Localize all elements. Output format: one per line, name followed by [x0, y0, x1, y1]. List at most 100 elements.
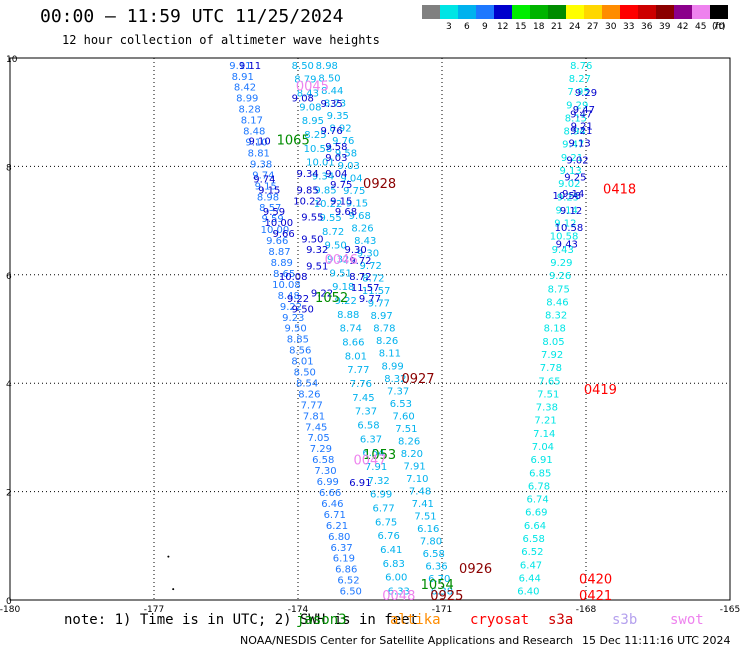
- track-value-label: 9.12: [554, 219, 576, 230]
- track-value-label: 6.85: [529, 468, 551, 479]
- colorbar-swatch: [674, 5, 692, 19]
- track-value-label: 6.58: [523, 534, 545, 545]
- pass-time-label: 1054: [421, 578, 454, 593]
- track-value-label: 8.76: [570, 61, 592, 72]
- colorbar-swatch: [566, 5, 584, 19]
- track-value-label: 6.47: [520, 560, 542, 571]
- colorbar-label: 15: [515, 22, 527, 32]
- track-value-label: 8.79: [294, 75, 316, 86]
- data-point-label: 9.32: [306, 245, 328, 256]
- data-point-label: 11.57: [351, 283, 380, 294]
- track-value-label: 9.21: [561, 153, 583, 164]
- data-point-label: 9.75: [330, 180, 352, 191]
- track-value-label: 9.26: [549, 271, 571, 282]
- track-value-label: 9.25: [557, 192, 579, 203]
- track-value-label: 7.04: [532, 442, 554, 453]
- pass-time-label: 1065: [277, 134, 310, 149]
- colorbar-label: 70: [713, 22, 725, 32]
- track-value-label: 7.30: [314, 466, 336, 477]
- data-dot: [167, 555, 170, 558]
- data-point-label: 9.72: [349, 256, 371, 267]
- track-value-label: 7.51: [395, 424, 417, 435]
- colorbar-label: 36: [641, 22, 653, 32]
- track-value-label: 9.35: [327, 111, 349, 122]
- colorbar-label: 3: [446, 22, 452, 32]
- track-value-label: 8.15: [565, 113, 587, 124]
- track-value-label: 6.91: [530, 455, 552, 466]
- track-value-label: 8.99: [381, 361, 403, 372]
- data-point-label: 9.15: [258, 186, 280, 197]
- track-value-label: 7.91: [365, 462, 387, 473]
- track-value-label: 8.87: [268, 247, 290, 258]
- track-value-label: 7.95: [567, 87, 589, 98]
- track-value-label: 7.65: [538, 376, 560, 387]
- track-value-label: 8.89: [271, 258, 293, 269]
- track-value-label: 9.59: [261, 214, 283, 225]
- x-tick-label: -180: [0, 605, 20, 615]
- pass-time-label: 0045: [296, 80, 329, 95]
- track-value-label: 8.73: [324, 98, 346, 109]
- colorbar-swatch: [710, 5, 728, 19]
- track-value-label: 6.52: [521, 547, 543, 558]
- track-value-label: 8.97: [371, 311, 393, 322]
- track-value-label: 7.92: [541, 350, 563, 361]
- colorbar-swatch: [440, 5, 458, 19]
- track-value-label: 9.14: [556, 205, 578, 216]
- pass-time-label: 0925: [430, 589, 463, 604]
- data-point-label: 10.58: [552, 191, 581, 202]
- track-value-label: 6.80: [328, 532, 350, 543]
- track-value-label: 6.76: [378, 531, 400, 542]
- data-point-label: 9.03: [325, 153, 347, 164]
- colorbar-label: 42: [677, 22, 689, 32]
- track-value-label: 9.04: [340, 173, 362, 184]
- track-value-label: 9.25: [564, 172, 586, 183]
- track-value-label: 8.32: [545, 311, 567, 322]
- track-value-label: 8.91: [232, 72, 254, 83]
- track-value-label: 9.02: [566, 155, 588, 166]
- track-value-label: 8.42: [234, 83, 256, 94]
- mission-cryosat: cryosat: [470, 612, 530, 628]
- track-value-label: 9.51: [330, 268, 352, 279]
- track-value-label: 9.03: [338, 161, 360, 172]
- track-value-label: 9.43: [552, 245, 574, 256]
- track-value-label: 6.19: [333, 554, 355, 565]
- track-value-label: 6.69: [525, 508, 547, 519]
- track-value-label: 6.70: [428, 574, 450, 585]
- track-value-label: 6.71: [324, 510, 346, 521]
- data-point-label: 9.04: [325, 169, 347, 180]
- track-value-label: 9.75: [343, 186, 365, 197]
- track-value-label: 8.27: [569, 74, 591, 85]
- track-value-label: 6.38: [431, 587, 453, 598]
- page-title: 00:00 – 11:59 UTC 11/25/2024: [40, 6, 344, 27]
- track-value-label: 6.50: [340, 587, 362, 598]
- track-value-label: 11.57: [362, 286, 391, 297]
- track-value-label: 8.26: [298, 389, 320, 400]
- track-value-label: 6.16: [417, 524, 439, 535]
- track-value-label: 8.44: [321, 86, 343, 97]
- track-value-label: 7.14: [533, 429, 555, 440]
- colorbar-label: 24: [569, 22, 581, 32]
- track-value-label: 8.56: [289, 346, 311, 357]
- track-value-label: 6.58: [312, 455, 334, 466]
- track-value-label: 8.18: [544, 324, 566, 335]
- track-value-label: 9.74: [252, 170, 274, 181]
- track-value-label: 6.64: [524, 521, 546, 532]
- page-subtitle: 12 hour collection of altimeter wave hei…: [62, 33, 380, 47]
- track-value-label: 8.17: [241, 116, 263, 127]
- track-value-label: 9.11: [229, 61, 251, 72]
- pass-time-label: 0927: [401, 372, 434, 387]
- track-value-label: 9.43: [556, 240, 578, 251]
- track-value-label: 6.58: [423, 549, 445, 560]
- data-point-label: 9.35: [320, 99, 342, 110]
- data-point-label: 9.47: [570, 110, 592, 121]
- colorbar-swatch: [422, 5, 440, 19]
- colorbar-swatch: [584, 5, 602, 19]
- data-point-label: 8.72: [349, 272, 371, 283]
- mission-jason3: jason3: [296, 612, 347, 628]
- track-value-label: 7.05: [307, 433, 329, 444]
- x-tick-label: -177: [144, 605, 164, 615]
- mission-s3b: s3b: [612, 612, 638, 628]
- y-tick-label: 2: [6, 489, 12, 499]
- pass-time-label: 0048: [382, 589, 415, 604]
- data-point-label: 9.58: [325, 142, 347, 153]
